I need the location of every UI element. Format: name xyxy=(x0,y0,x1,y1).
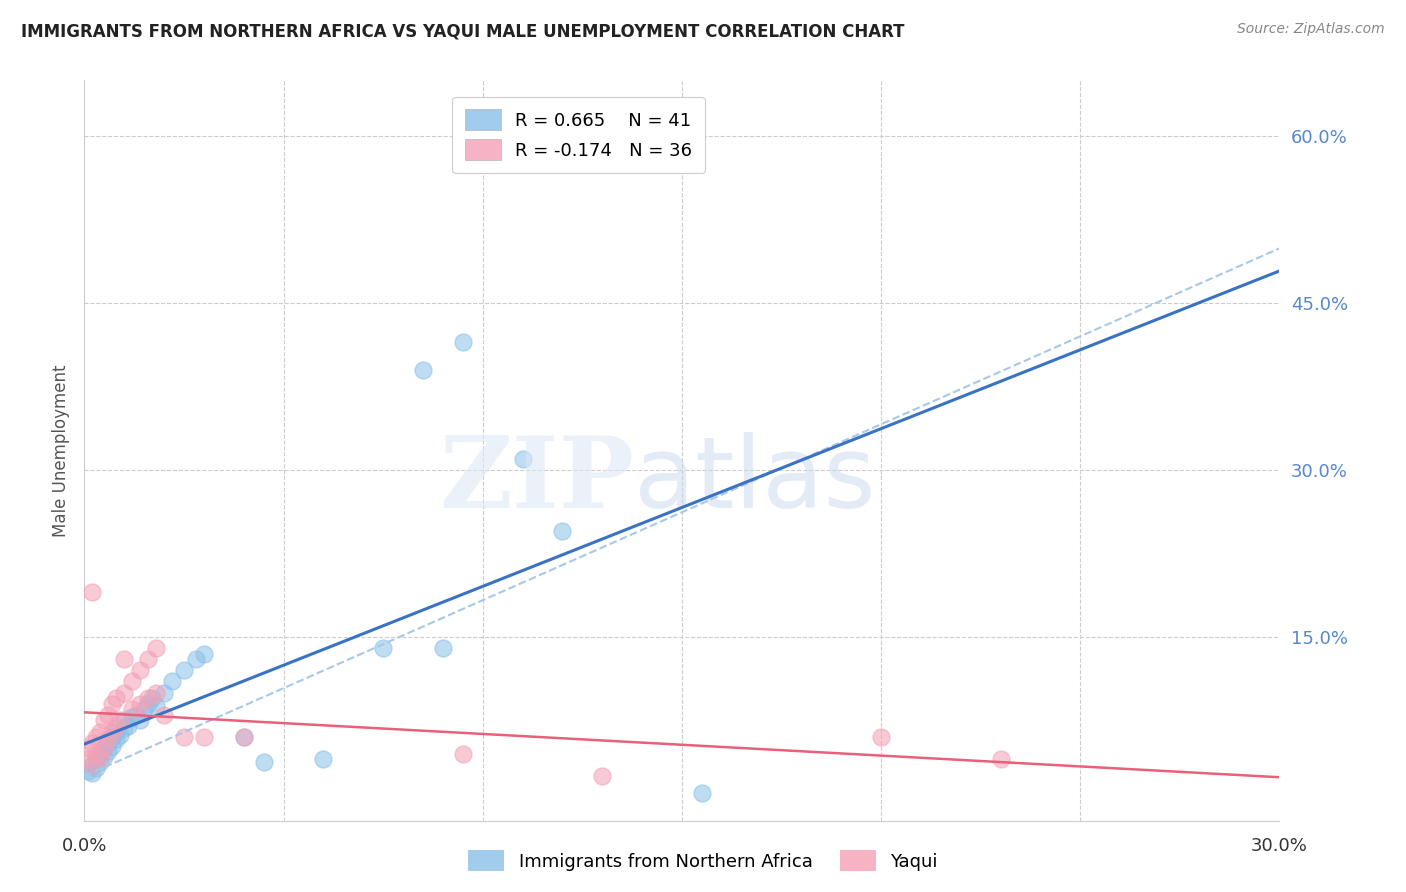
Point xyxy=(121,674,143,689)
Text: Source: ZipAtlas.com: Source: ZipAtlas.com xyxy=(1237,22,1385,37)
Point xyxy=(160,674,183,689)
Point xyxy=(232,730,254,744)
Point xyxy=(136,652,159,666)
Point xyxy=(129,664,152,678)
Point xyxy=(105,732,128,747)
Point xyxy=(112,685,135,699)
Point xyxy=(193,730,215,744)
Point xyxy=(990,752,1012,766)
Point xyxy=(145,641,167,656)
Point xyxy=(89,750,111,764)
Point xyxy=(173,730,195,744)
Point xyxy=(82,758,104,772)
Point xyxy=(77,764,100,778)
Point xyxy=(89,747,111,761)
Point xyxy=(373,641,395,656)
Point xyxy=(145,685,167,699)
Point xyxy=(112,714,135,728)
Point xyxy=(121,702,143,716)
Legend: Immigrants from Northern Africa, Yaqui: Immigrants from Northern Africa, Yaqui xyxy=(461,843,945,879)
Point xyxy=(93,750,115,764)
Point xyxy=(82,765,104,780)
Point xyxy=(312,752,335,766)
Point xyxy=(93,741,115,756)
Point xyxy=(101,730,124,744)
Legend: R = 0.665    N = 41, R = -0.174   N = 36: R = 0.665 N = 41, R = -0.174 N = 36 xyxy=(451,96,704,173)
Point xyxy=(89,724,111,739)
Point xyxy=(412,363,434,377)
Point xyxy=(112,652,135,666)
Point xyxy=(141,691,163,706)
Point xyxy=(451,334,474,349)
Point xyxy=(136,697,159,711)
Point xyxy=(101,724,124,739)
Point xyxy=(97,707,120,722)
Point xyxy=(97,736,120,750)
Point xyxy=(82,758,104,772)
Text: ZIP: ZIP xyxy=(439,432,634,529)
Point xyxy=(86,761,108,775)
Point xyxy=(110,728,132,742)
Point xyxy=(173,664,195,678)
Point xyxy=(253,755,276,769)
Point xyxy=(145,698,167,713)
Point xyxy=(129,697,152,711)
Point xyxy=(512,451,534,466)
Point xyxy=(101,697,124,711)
Point xyxy=(105,719,128,733)
Point xyxy=(105,691,128,706)
Point xyxy=(77,741,100,756)
Point xyxy=(870,730,893,744)
Point xyxy=(125,707,148,722)
Point xyxy=(184,652,207,666)
Point xyxy=(121,710,143,724)
Point xyxy=(82,585,104,599)
Point xyxy=(117,719,139,733)
Y-axis label: Male Unemployment: Male Unemployment xyxy=(52,364,70,537)
Point xyxy=(105,724,128,739)
Point xyxy=(132,702,156,716)
Point xyxy=(93,714,115,728)
Point xyxy=(82,736,104,750)
Point xyxy=(591,769,613,783)
Text: IMMIGRANTS FROM NORTHERN AFRICA VS YAQUI MALE UNEMPLOYMENT CORRELATION CHART: IMMIGRANTS FROM NORTHERN AFRICA VS YAQUI… xyxy=(21,22,904,40)
Point xyxy=(86,747,108,761)
Point xyxy=(136,691,159,706)
Point xyxy=(193,647,215,661)
Point xyxy=(86,752,108,766)
Point xyxy=(97,732,120,747)
Point xyxy=(110,714,132,728)
Point xyxy=(93,741,115,756)
Point xyxy=(77,752,100,766)
Point xyxy=(97,743,120,757)
Point xyxy=(451,747,474,761)
Point xyxy=(153,685,176,699)
Point xyxy=(232,730,254,744)
Point xyxy=(89,755,111,769)
Point xyxy=(129,714,152,728)
Point xyxy=(432,641,454,656)
Text: atlas: atlas xyxy=(634,432,876,529)
Point xyxy=(690,786,713,800)
Point xyxy=(112,721,135,735)
Point xyxy=(153,707,176,722)
Point xyxy=(551,524,574,538)
Point xyxy=(86,730,108,744)
Point xyxy=(101,739,124,753)
